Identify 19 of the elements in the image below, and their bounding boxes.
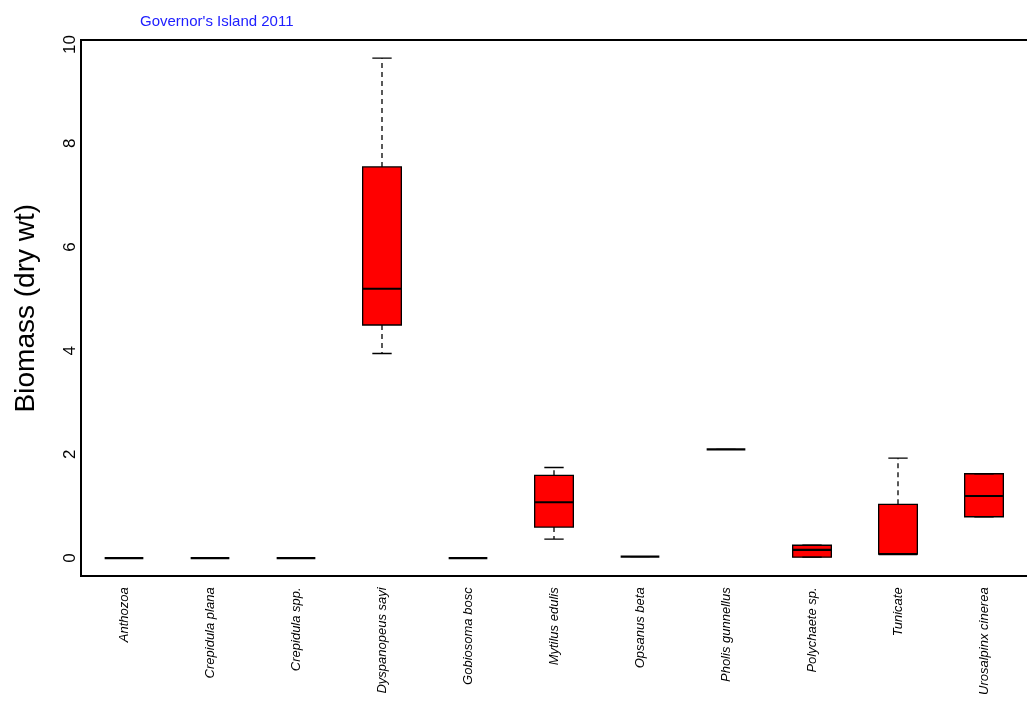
y-tick-label: 8 bbox=[59, 138, 79, 149]
x-tick-label: Gobiosoma bosc bbox=[459, 586, 475, 685]
x-tick-label: Crepidula plana bbox=[201, 587, 217, 679]
x-tick-label: Tunicate bbox=[889, 587, 905, 637]
y-tick-label: 10 bbox=[59, 35, 79, 54]
x-tick-label: Mytilus edulis bbox=[545, 586, 561, 666]
x-tick-label: Polychaete sp. bbox=[803, 587, 819, 673]
y-tick-label: 6 bbox=[59, 242, 79, 252]
y-tick-label: 0 bbox=[59, 553, 79, 563]
x-tick-label: Crepidula spp. bbox=[287, 587, 303, 672]
y-tick-label: 4 bbox=[59, 345, 79, 356]
y-axis-title: Biomass (dry wt) bbox=[8, 203, 40, 413]
x-tick-label: Anthozoa bbox=[115, 587, 131, 644]
chart-title: Governor's Island 2011 bbox=[140, 12, 294, 29]
y-tick-label: 2 bbox=[59, 449, 79, 460]
x-tick-label: Pholis gunnellus bbox=[717, 586, 733, 683]
x-tick-label: Dyspanopeus sayi bbox=[373, 586, 389, 694]
x-tick-label: Opsanus beta bbox=[631, 587, 647, 669]
x-tick-label: Urosalpinx cinerea bbox=[975, 587, 991, 696]
